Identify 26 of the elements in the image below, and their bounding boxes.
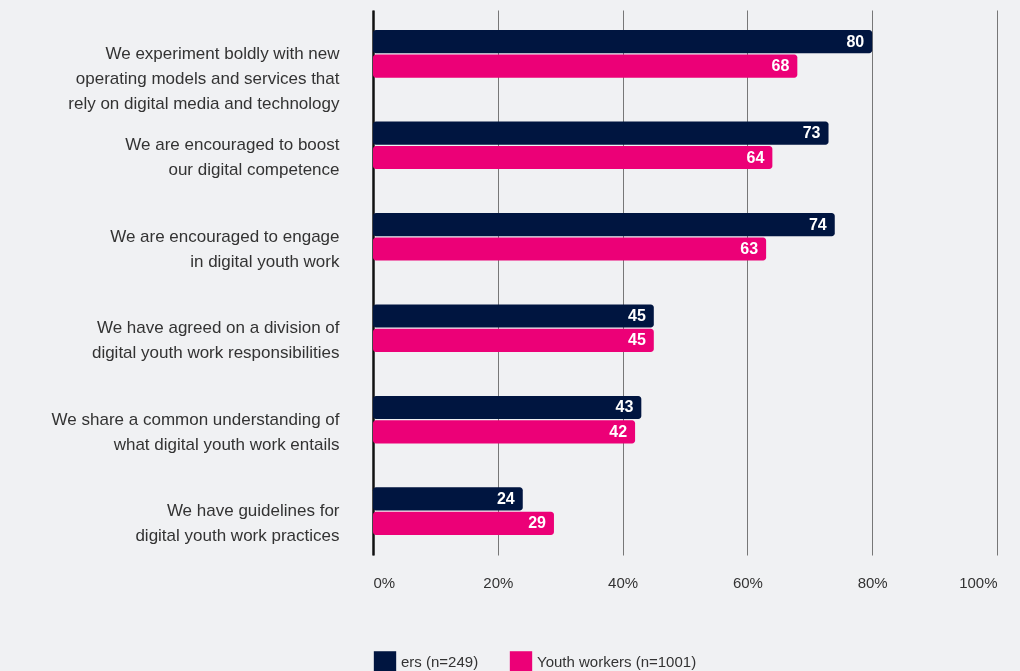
x-tick-label: 0% <box>373 573 396 591</box>
x-tick-label: 40% <box>608 573 639 591</box>
x-tick-label: 60% <box>732 573 763 591</box>
data-label: 29 <box>528 514 547 532</box>
data-label: 68 <box>771 57 790 75</box>
data-label: 42 <box>609 422 628 440</box>
data-label: 64 <box>746 148 765 166</box>
y-tick-label: We are encouraged to engage in digital youth work <box>110 226 340 271</box>
legend-label: ers (n=249) <box>401 653 479 671</box>
x-tick-label: 100% <box>959 573 998 591</box>
data-label: 74 <box>808 215 827 233</box>
data-label: 63 <box>740 239 759 257</box>
y-tick-label: We have guidelines for digital youth work practices <box>135 501 340 546</box>
data-label: 43 <box>615 398 634 416</box>
x-tick-label: 80% <box>857 573 888 591</box>
data-label: 80 <box>846 32 865 50</box>
y-tick-label: We experiment boldly with new operating models and services that rely on digital media and technology <box>68 43 341 113</box>
data-label: 24 <box>496 489 515 507</box>
x-tick-label: 20% <box>483 573 514 591</box>
data-label: 73 <box>802 124 821 142</box>
data-label: 45 <box>628 331 646 349</box>
legend-label: Youth workers (n=1001) <box>537 653 697 671</box>
y-tick-label: We share a common understanding of what digital youth work entails <box>51 409 340 454</box>
y-tick-label: We have agreed on a division of digital youth work responsibilities <box>91 318 340 363</box>
data-label: 45 <box>628 307 646 325</box>
y-tick-label: We are encouraged to boost our digital competence <box>125 135 340 180</box>
